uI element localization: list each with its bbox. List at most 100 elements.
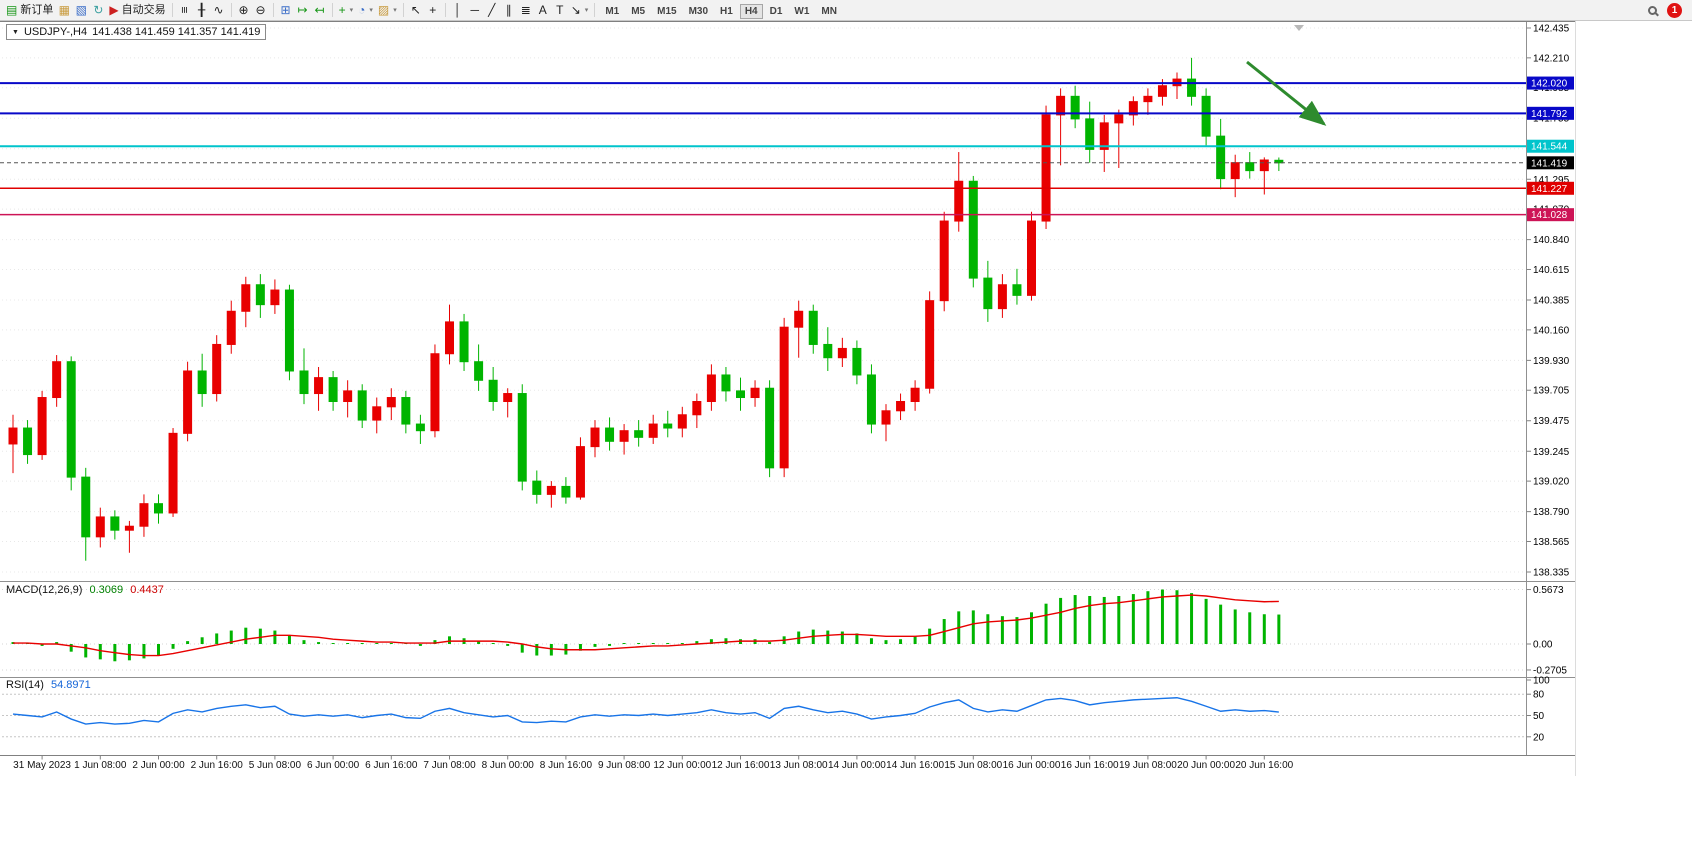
- candle-body: [474, 361, 484, 381]
- timeframe-H1[interactable]: H1: [720, 6, 733, 17]
- candle-body: [634, 430, 644, 438]
- candle-body: [605, 427, 615, 442]
- timeframe-H4[interactable]: H4: [739, 4, 763, 19]
- periods-button[interactable]: ◔ ▾: [356, 2, 375, 19]
- timeframe-M15[interactable]: M15: [657, 6, 677, 17]
- time-label: 6 Jun 16:00: [365, 760, 418, 771]
- cursor-button[interactable]: ↖: [408, 2, 424, 19]
- macd-label: MACD(12,26,9) 0.3069 0.4437: [6, 584, 164, 596]
- price-tag-141.028: 141.028: [1527, 208, 1574, 222]
- timeframe-M30[interactable]: M30: [688, 6, 709, 17]
- new-chart-button[interactable]: ▦: [56, 2, 72, 19]
- indicators-button[interactable]: + ▾: [337, 2, 356, 19]
- timeframe-W1[interactable]: W1: [794, 6, 810, 17]
- price-scale-label: 140.840: [1533, 235, 1570, 246]
- channel-button[interactable]: ∥: [501, 2, 517, 19]
- symbol-title: USDJPY-,H4: [23, 26, 88, 38]
- candle-body: [896, 401, 906, 412]
- horizontal-line-button[interactable]: ─: [467, 2, 483, 19]
- new-order-button[interactable]: ▤ 新订单: [4, 2, 55, 19]
- candle-body: [823, 343, 833, 359]
- notification-badge[interactable]: 1: [1667, 2, 1682, 18]
- macd-scale-label: -0.2705: [1533, 665, 1567, 676]
- time-label: 15 Jun 08:00: [944, 760, 1002, 771]
- tile-windows-button[interactable]: ⊞: [278, 2, 294, 19]
- candlestick-icon: ╂: [197, 3, 206, 17]
- arrows-tool-button[interactable]: ↘ ▾: [569, 2, 591, 19]
- time-label: 5 Jun 08:00: [249, 760, 302, 771]
- zoom-in-icon: ⊕: [238, 3, 249, 17]
- text-button[interactable]: A: [535, 2, 551, 19]
- trend-arrow[interactable]: [1246, 60, 1327, 126]
- candle-body: [1041, 114, 1051, 222]
- zoom-in-button[interactable]: ⊕: [236, 2, 252, 19]
- price-scale-label: 142.210: [1533, 53, 1570, 64]
- candle-body: [37, 397, 47, 456]
- refresh-icon: ↻: [93, 3, 104, 17]
- chart-symbol-label[interactable]: ▼ USDJPY-,H4 141.438 141.459 141.357 141…: [6, 24, 267, 40]
- chart-profiles-button[interactable]: ▧: [73, 2, 89, 19]
- candle-body: [1027, 220, 1036, 296]
- zoom-out-button[interactable]: ⊖: [253, 2, 269, 19]
- timeframe-M5[interactable]: M5: [631, 6, 646, 17]
- svg-text:141.227: 141.227: [1531, 184, 1568, 195]
- bar-chart-button[interactable]: ≡: [177, 2, 193, 19]
- time-label: 13 Jun 08:00: [770, 760, 828, 771]
- candle-body: [95, 516, 105, 538]
- candle-body: [139, 503, 149, 527]
- time-label: 7 Jun 08:00: [423, 760, 476, 771]
- time-axis[interactable]: 31 May 2023 1 Jun 08:00 2 Jun 00:00 2 Jun 1…: [13, 755, 1294, 772]
- toolbar-separator: [230, 3, 232, 17]
- dropdown-icon: ▾: [393, 6, 397, 14]
- price-scale-label: 138.790: [1533, 507, 1570, 518]
- candle-body: [677, 414, 687, 429]
- autotrading-button[interactable]: ▶ 自动交易: [107, 2, 167, 19]
- time-label: 2 Jun 16:00: [191, 760, 244, 771]
- rsi-scale-label: 80: [1533, 690, 1545, 701]
- text-label-button[interactable]: T: [552, 2, 568, 19]
- arrows-tool-icon: ↘: [570, 3, 581, 17]
- candle-body: [52, 361, 62, 399]
- symbol-ohlc: 141.438 141.459 141.357 141.419: [92, 26, 261, 38]
- candlestick-button[interactable]: ╂: [194, 2, 210, 19]
- time-label: 31 May 2023: [13, 760, 71, 771]
- line-chart-icon: ∿: [213, 3, 224, 17]
- trendline-button[interactable]: ╱: [484, 2, 500, 19]
- price-tag-142.020: 142.020: [1527, 76, 1574, 90]
- rsi-label: RSI(14) 54.8971: [6, 679, 91, 691]
- chart-shift-button[interactable]: ↤: [312, 2, 328, 19]
- search-button[interactable]: [1644, 2, 1660, 19]
- toolbar-separator: [402, 3, 404, 17]
- candle-body: [459, 321, 469, 363]
- price-scale-label: 140.385: [1533, 296, 1570, 307]
- candle-body: [983, 277, 993, 310]
- candle-body: [1216, 135, 1226, 180]
- chart-shift-marker: [1294, 25, 1304, 31]
- candle-body: [270, 289, 280, 306]
- vertical-line-button[interactable]: │: [450, 2, 466, 19]
- candle-body: [648, 423, 658, 438]
- price-scale-label: 138.335: [1533, 568, 1570, 579]
- candle-body: [314, 377, 324, 395]
- price-scale[interactable]: 142.435142.210141.985141.755141.525141.2…: [1526, 24, 1570, 744]
- candle-body: [8, 427, 18, 445]
- autotrading-icon: ▶: [109, 3, 119, 17]
- templates-icon: ▨: [377, 3, 390, 17]
- auto-scroll-button[interactable]: ↦: [295, 2, 311, 19]
- candle-body: [736, 390, 745, 399]
- timeframe-M1[interactable]: M1: [605, 6, 620, 17]
- text-icon: A: [538, 3, 547, 17]
- line-chart-button[interactable]: ∿: [211, 2, 227, 19]
- candle-body: [328, 377, 338, 403]
- indicators-icon: +: [338, 3, 346, 17]
- fibonacci-button[interactable]: ≣: [518, 2, 534, 19]
- crosshair-button[interactable]: +: [425, 2, 441, 19]
- templates-button[interactable]: ▨ ▾: [376, 2, 399, 19]
- candle-body: [1274, 159, 1284, 164]
- candle-body: [1201, 95, 1211, 137]
- timeframe-D1[interactable]: D1: [769, 6, 783, 17]
- candle-body: [619, 430, 629, 442]
- rsi-line: [12, 697, 1279, 725]
- timeframe-MN[interactable]: MN: [821, 6, 837, 17]
- refresh-button[interactable]: ↻: [90, 2, 106, 19]
